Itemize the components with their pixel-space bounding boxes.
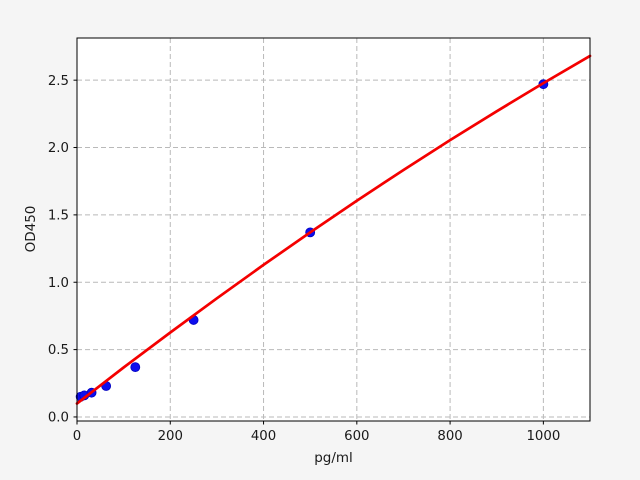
axes-spines: [76, 37, 591, 422]
y-tick-label: 1.0: [48, 276, 69, 291]
tick-labels: 0 200 400 600 800 1000 0.0 0.5 1.0 1.5 2.0 2.5: [48, 74, 560, 444]
grid: [77, 38, 590, 421]
y-tick-label: 2.0: [48, 141, 69, 156]
x-axis-label: pg/ml: [314, 450, 353, 466]
x-tick-label: 800: [437, 429, 462, 444]
plot-area: [77, 38, 590, 421]
y-tick-label: 0.0: [48, 411, 69, 426]
x-tick-label: 0: [73, 429, 81, 444]
x-tick-label: 600: [344, 429, 369, 444]
ticks: [73, 79, 544, 425]
fit-curve: [75, 54, 592, 405]
x-tick-label: 1000: [526, 429, 560, 444]
y-tick-label: 1.5: [48, 208, 69, 223]
y-tick-label: 0.5: [48, 343, 69, 358]
y-tick-label: 2.5: [48, 74, 69, 89]
y-axis-label: OD450: [23, 205, 39, 253]
data-point: [130, 362, 141, 373]
x-tick-label: 400: [251, 429, 276, 444]
x-tick-label: 200: [158, 429, 183, 444]
